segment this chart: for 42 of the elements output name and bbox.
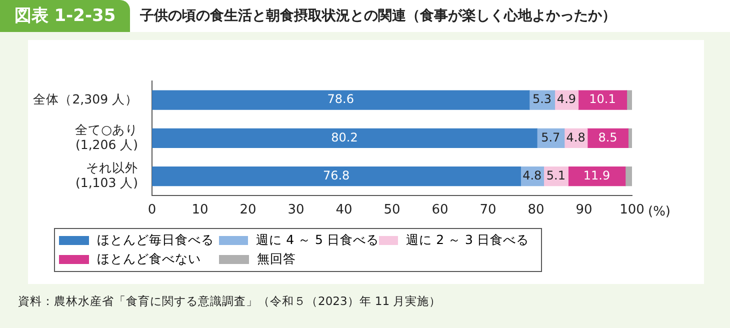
legend-label: 週に 4 ～ 5 日食べる [255,232,379,249]
x-tick-label: 40 [336,202,352,218]
x-tick-label: 0 [148,202,156,218]
legend-label: 無回答 [256,251,297,268]
data-label: 8.5 [598,130,618,144]
x-tick-label: 100 [620,202,644,218]
data-label: 4.8 [566,130,586,144]
legend-label: 週に 2 ～ 3 日食べる [405,232,529,249]
bar [152,90,530,110]
x-tick-label: 60 [432,202,448,218]
bar [152,128,538,148]
bar [626,90,632,110]
data-label: 78.6 [327,92,354,106]
chart-subtitle: 子供の頃の食生活と朝食摂取状況との関連（食事が楽しく心地よかったか） [140,6,616,26]
x-tick-label: 50 [384,202,400,218]
x-tick-label: 30 [288,202,304,218]
data-label: 76.8 [322,168,350,182]
data-label: 5.7 [541,130,560,144]
x-tick-label: 80 [528,202,544,218]
data-label: 80.2 [331,130,358,144]
x-tick-label: 10 [192,202,208,218]
bar [568,166,626,186]
legend-label: ほとんど食べない [96,251,202,268]
data-label: 5.1 [546,168,566,182]
bar [624,166,632,186]
x-tick-label: 20 [240,202,256,218]
data-label: 5.3 [532,92,552,106]
data-label: 4.9 [556,92,576,106]
legend-label: ほとんど毎日食べる [96,232,215,249]
text: 資料：農林水産省「食育に関する意識調査」（令和５（2023）年 11 月実施） [18,294,442,309]
bar [152,166,521,186]
y-tick-label: それ以外 (1,103 人) [75,160,138,190]
x-axis-title: (%) [648,204,670,220]
data-label: 10.1 [589,92,616,106]
chart-title: 図表 1-2-35 [0,0,130,32]
y-tick-label: 全て○あり (1,206 人) [75,122,138,152]
data-label: 11.9 [583,168,610,182]
y-tick-label: 全体（2,309 人） [33,91,138,106]
bar [578,90,628,110]
x-tick-label: 70 [480,202,496,218]
data-label: 4.8 [522,168,542,182]
x-tick-label: 90 [576,202,592,218]
